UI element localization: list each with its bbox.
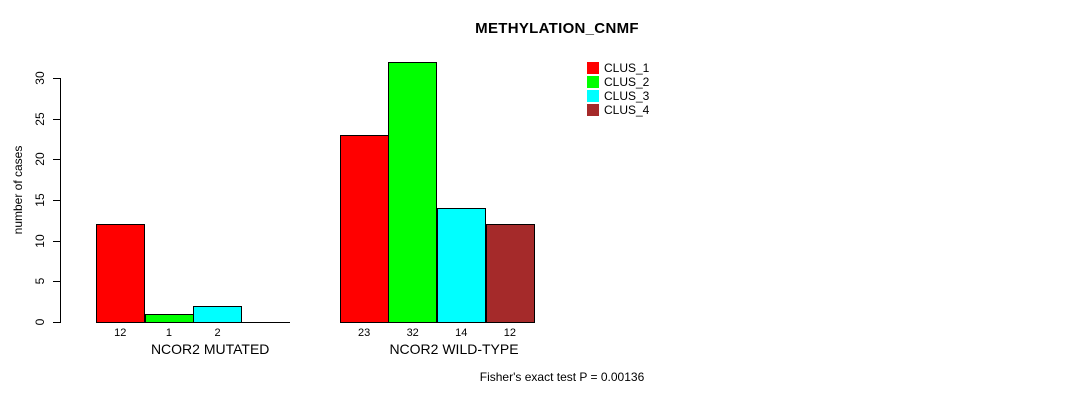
y-axis-tick <box>53 240 60 242</box>
legend-item: CLUS_1 <box>587 62 649 74</box>
chart-title: METHYLATION_CNMF <box>475 20 639 37</box>
legend-label: CLUS_1 <box>604 61 650 75</box>
bar-value-label: 12 <box>503 327 517 339</box>
legend-swatch-icon <box>587 76 599 88</box>
bar-value-label: 32 <box>406 327 419 339</box>
legend-item: CLUS_2 <box>587 76 649 88</box>
y-tick-label: 5 <box>33 277 47 285</box>
legend-item: CLUS_3 <box>587 90 649 102</box>
legend-swatch-icon <box>587 62 599 74</box>
legend-label: CLUS_3 <box>604 89 650 103</box>
y-axis-tick <box>53 159 60 161</box>
y-axis-tick <box>53 281 60 283</box>
bar-clus_3-group2 <box>437 208 486 323</box>
bar-clus_3-group1 <box>193 305 243 323</box>
y-axis-tick <box>53 77 60 79</box>
y-axis-label: number of cases <box>11 145 25 235</box>
legend-swatch-icon <box>587 90 599 102</box>
bar-value-label: 1 <box>165 327 172 339</box>
bar-value-label: 23 <box>357 327 371 339</box>
bar-clus_1-group2 <box>339 134 389 323</box>
y-axis-line <box>60 77 61 323</box>
y-tick-label: 20 <box>33 152 47 166</box>
y-tick-label: 10 <box>33 233 47 248</box>
category-label-group1: NCOR2 MUTATED <box>150 341 270 357</box>
y-axis-tick <box>53 199 60 201</box>
bar-clus_1-group1 <box>96 224 145 323</box>
legend-label: CLUS_2 <box>604 75 650 89</box>
y-tick-label: 0 <box>33 318 47 326</box>
bar-value-label: 12 <box>114 327 127 339</box>
y-axis-tick <box>53 118 60 120</box>
bar-value-label: 2 <box>214 327 221 339</box>
legend: CLUS_1 CLUS_2 CLUS_3 CLUS_4 <box>587 62 649 116</box>
y-tick-label: 25 <box>33 111 47 126</box>
legend-label: CLUS_4 <box>604 103 650 117</box>
y-axis-tick <box>53 322 60 323</box>
bar-value-label: 14 <box>455 327 468 339</box>
fisher-test-annotation: Fisher's exact test P = 0.00136 <box>479 370 645 384</box>
bar-clus_2-group1 <box>144 313 194 323</box>
bar-clus_4-group2 <box>485 224 535 323</box>
category-label-group2: NCOR2 WILD-TYPE <box>389 341 519 357</box>
y-tick-label: 15 <box>33 193 47 207</box>
legend-swatch-icon <box>587 104 599 116</box>
legend-item: CLUS_4 <box>587 104 649 116</box>
bar-clus_2-group2 <box>388 61 438 323</box>
y-tick-label: 30 <box>33 71 47 85</box>
